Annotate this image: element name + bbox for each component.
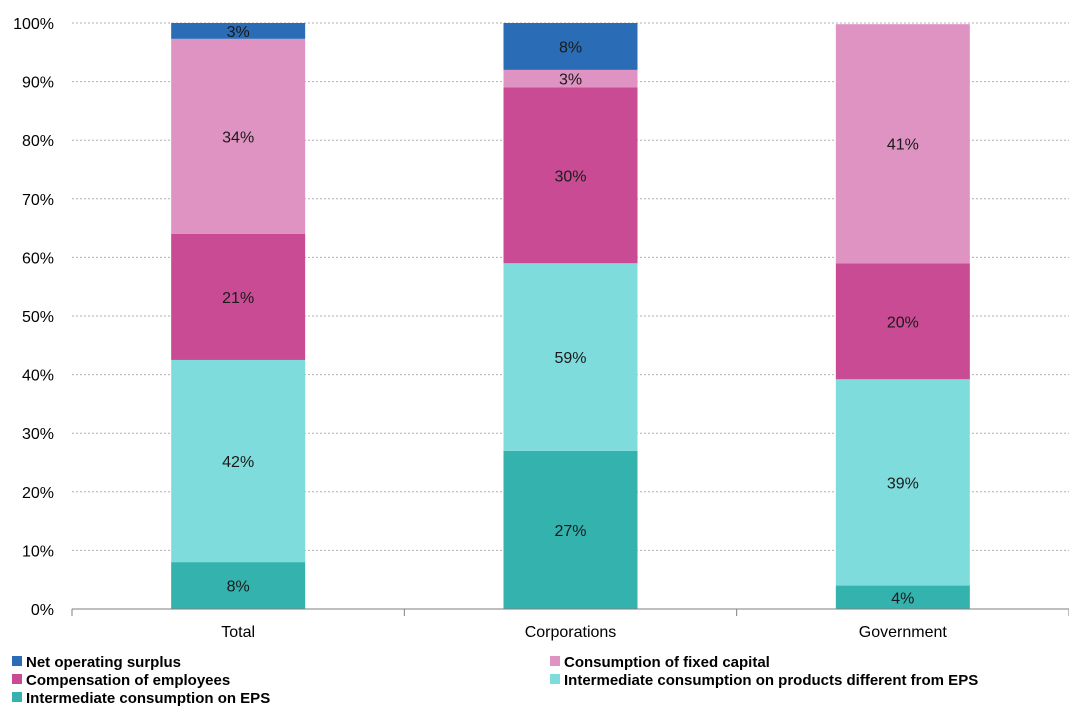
- y-tick-label: 40%: [22, 368, 54, 385]
- bar-segment: [503, 450, 638, 609]
- y-tick-label: 70%: [22, 192, 54, 209]
- legend-swatch: [12, 656, 22, 666]
- legend-item-consumption-of-fixed-capital: Consumption of fixed capital: [550, 655, 770, 670]
- legend-label: Intermediate consumption on products dif…: [564, 672, 979, 689]
- data-label: 34%: [222, 129, 254, 146]
- data-label: 20%: [887, 314, 919, 331]
- bar-segment: [835, 24, 970, 264]
- legend-swatch: [12, 674, 22, 684]
- data-label: 59%: [554, 350, 586, 367]
- y-axis-tick-labels: 0% 10% 20% 30% 40% 50% 60% 70% 80% 90% 100%: [13, 16, 54, 619]
- legend-label: Compensation of employees: [26, 672, 231, 689]
- data-label: 8%: [227, 579, 250, 596]
- y-tick-label: 0%: [31, 602, 54, 619]
- bar-segment: [171, 23, 306, 39]
- bar-segment: [503, 23, 638, 70]
- y-tick-label: 60%: [22, 250, 54, 267]
- y-tick-label: 20%: [22, 485, 54, 502]
- legend: Net operating surplus Consumption of fix…: [0, 654, 1069, 709]
- bar-segment: [171, 359, 306, 563]
- data-label: 39%: [887, 475, 919, 492]
- y-tick-label: 50%: [22, 309, 54, 326]
- y-tick-label: 100%: [13, 16, 54, 33]
- x-category-label: Government: [859, 624, 948, 641]
- bar-segment: [503, 69, 638, 88]
- x-axis: Total Corporations Government: [71, 608, 1069, 641]
- y-tick-label: 80%: [22, 133, 54, 150]
- bar-segment: [171, 233, 306, 360]
- bars: 8% 42% 21% 34% 3% 27% 59% 30% 3% 8% 4% 39% 20% 41%: [171, 23, 970, 609]
- bar-segment: [835, 379, 970, 586]
- bar-segment: [171, 38, 306, 234]
- bar-segment: [835, 263, 970, 380]
- x-category-label: Total: [221, 624, 255, 641]
- data-label: 42%: [222, 454, 254, 471]
- data-label: 30%: [554, 168, 586, 185]
- legend-swatch: [550, 674, 560, 684]
- stacked-bar-chart: 0% 10% 20% 30% 40% 50% 60% 70% 80% 90% 100% 8% 42% 2…: [13, 16, 1069, 641]
- legend-item-intermediate-consumption-other: Intermediate consumption on products dif…: [550, 673, 978, 688]
- data-label: 3%: [227, 24, 250, 41]
- bar-segment: [503, 263, 638, 451]
- data-label: 41%: [887, 137, 919, 154]
- data-label: 21%: [222, 290, 254, 307]
- data-label: 3%: [559, 72, 582, 89]
- bar-segment: [503, 87, 638, 264]
- legend-label: Consumption of fixed capital: [564, 654, 770, 671]
- legend-item-net-operating-surplus: Net operating surplus: [12, 655, 181, 670]
- bar-segment: [835, 585, 970, 609]
- data-label: 4%: [891, 590, 914, 607]
- legend-item-compensation-of-employees: Compensation of employees: [12, 673, 230, 688]
- legend-label: Net operating surplus: [26, 654, 182, 671]
- y-tick-label: 90%: [22, 75, 54, 92]
- legend-swatch: [550, 656, 560, 666]
- data-label: 27%: [554, 523, 586, 540]
- y-tick-label: 10%: [22, 543, 54, 560]
- bar-segment: [171, 562, 306, 609]
- data-label: 8%: [559, 39, 582, 56]
- legend-item-intermediate-consumption-eps: Intermediate consumption on EPS: [12, 691, 270, 706]
- y-tick-label: 30%: [22, 426, 54, 443]
- legend-swatch: [12, 692, 22, 702]
- legend-label: Intermediate consumption on EPS: [26, 690, 271, 707]
- x-category-label: Corporations: [525, 624, 617, 641]
